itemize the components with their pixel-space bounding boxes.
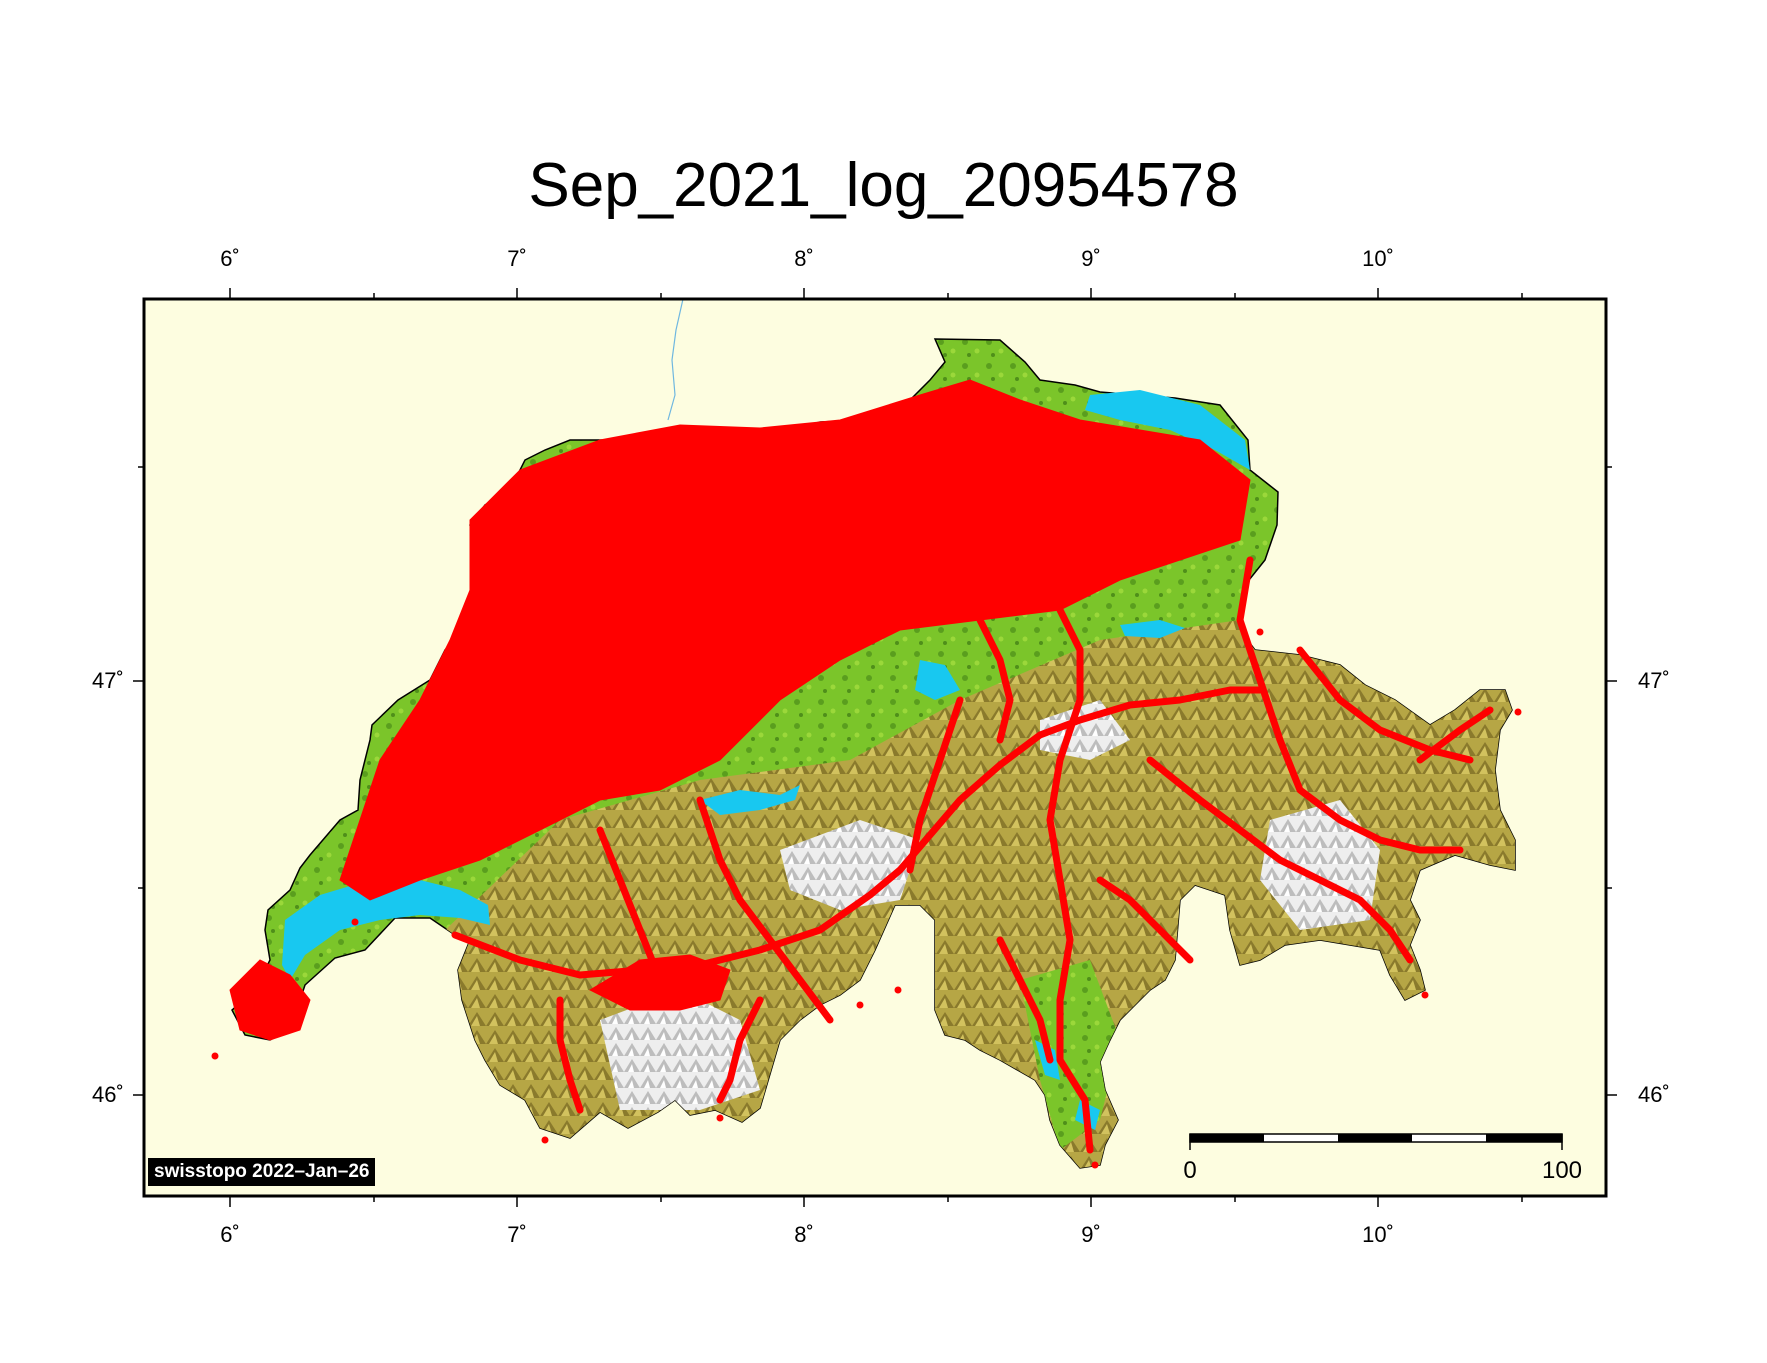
frame-ticks [133, 288, 1617, 1207]
lake-thun [700, 785, 800, 815]
bottom-lon-label-10: 10˚ [1362, 1222, 1394, 1247]
track-point [716, 1114, 724, 1122]
credit-stamp: swisstopo 2022–Jan–26 [148, 1158, 376, 1186]
gotthard-route [1046, 606, 1094, 1154]
left-lat-label-46: 46˚ [92, 1082, 124, 1107]
misox-road [1096, 876, 1194, 964]
track-point [211, 1052, 219, 1060]
right-lat-label-47: 47˚ [1638, 668, 1670, 693]
track-point [1091, 1161, 1099, 1169]
ticino-lowland [1020, 960, 1120, 1150]
lower-engadin-road [1416, 706, 1494, 764]
map-frame [142, 297, 1608, 1198]
track-point [1421, 991, 1429, 999]
bernese-road [696, 796, 834, 1024]
fribourg-road [596, 826, 664, 984]
snow-peaks-bernese [780, 820, 920, 910]
bottom-lon-label-6: 6˚ [220, 1222, 240, 1247]
right-lat-label-46: 46˚ [1638, 1082, 1670, 1107]
engadin-road [1296, 646, 1474, 764]
track-point [894, 986, 902, 994]
top-lon-label-10: 10˚ [1362, 246, 1394, 271]
top-lon-label-6: 6˚ [220, 246, 240, 271]
grisons-road [1146, 756, 1414, 964]
rhine-river [667, 298, 684, 421]
map-title: Sep_2021_log_20954578 [528, 151, 1239, 220]
geneva-dense-points [229, 959, 311, 1041]
bottom-lon-label-8: 8˚ [794, 1222, 814, 1247]
ticino-road [996, 936, 1054, 1064]
top-lon-label-7: 7˚ [507, 246, 527, 271]
track-point [351, 918, 359, 926]
schwyz-road [976, 616, 1014, 744]
track-point [856, 1001, 864, 1009]
track-points [211, 379, 1522, 1169]
track-point [1256, 628, 1264, 636]
rhine-valley-road [1236, 556, 1464, 854]
road-lines [451, 556, 1494, 1154]
track-point [541, 1136, 549, 1144]
top-lon-label-9: 9˚ [1081, 246, 1101, 271]
top-lon-label-8: 8˚ [794, 246, 814, 271]
saas-road [716, 996, 764, 1104]
left-lat-label-47: 47˚ [92, 668, 124, 693]
scale-end-label: 100 [1541, 1157, 1583, 1184]
snow-peaks-valais [600, 990, 760, 1110]
lake-geneva [282, 880, 490, 980]
bottom-lon-label-9: 9˚ [1081, 1222, 1101, 1247]
track-point [1514, 708, 1522, 716]
scale-bar [1189, 1133, 1563, 1150]
jura-dense-points [478, 469, 561, 521]
central-road [906, 696, 964, 874]
lake-constance [1085, 390, 1250, 470]
lake-lucerne [915, 660, 960, 700]
scale-start-label: 0 [1183, 1157, 1197, 1184]
valais-side-road [556, 996, 584, 1114]
bottom-lon-label-7: 7˚ [507, 1222, 527, 1247]
lake-walen [1120, 620, 1185, 638]
